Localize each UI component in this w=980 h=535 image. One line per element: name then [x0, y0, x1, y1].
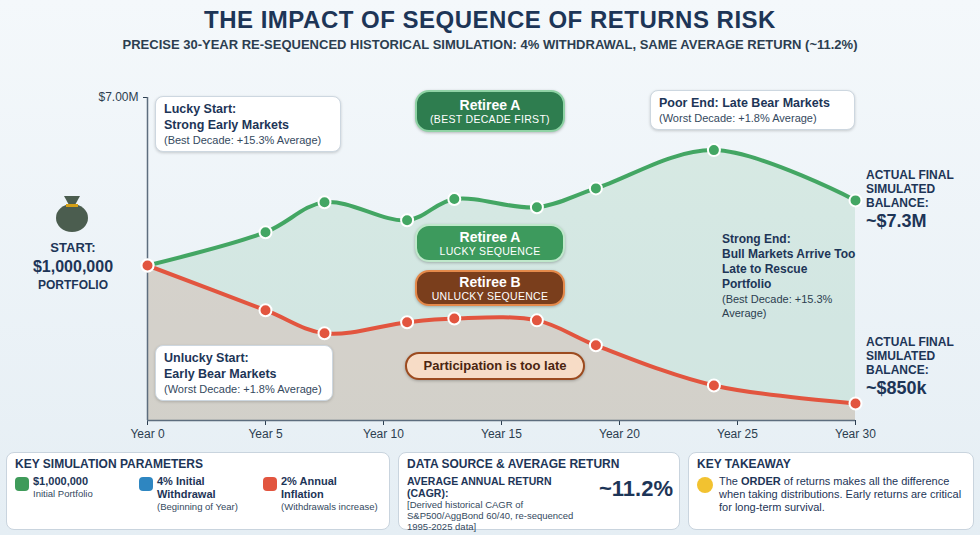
html-text:AVERAGE ANNUAL RETURN (CAGR):: AVERAGE ANNUAL RETURN (CAGR):	[407, 475, 552, 499]
svg-text:Year 25: Year 25	[717, 427, 758, 441]
html-text:Bull Markets Arrive Too Late t: Bull Markets Arrive Too Late to Rescue P…	[722, 247, 856, 291]
html-text:START:: START:	[50, 240, 96, 255]
html-text:Lucky Start:: Lucky Start:	[164, 102, 237, 116]
svg-text:Year 15: Year 15	[481, 427, 522, 441]
svg-text:Year 10: Year 10	[363, 427, 404, 441]
html-text:ACTUAL FINAL SIMULATED BALANCE: ACTUAL FINAL SIMULATED BALANCE:	[866, 168, 954, 210]
html-text:Retiree B: Retiree B	[459, 273, 521, 290]
html-text:Strong Early Markets: Strong Early Markets	[164, 118, 289, 132]
html-text:Retiree A: Retiree A	[459, 228, 521, 245]
html-text:$1,000,000: $1,000,000	[33, 258, 113, 275]
html-text:(BEST DECADE FIRST): (BEST DECADE FIRST)	[430, 112, 550, 125]
html-text:UNLUCKY SEQUENCE: UNLUCKY SEQUENCE	[431, 289, 549, 302]
html-text:~$7.3M: ~$7.3M	[866, 211, 927, 231]
html-text:Poor End: Late Bear Markets: Poor End: Late Bear Markets	[659, 96, 830, 110]
html-text:(Worst Decade: +1.8% Average): (Worst Decade: +1.8% Average)	[659, 112, 817, 124]
svg-text:$7.00M: $7.00M	[98, 90, 138, 104]
html-text:KEY TAKEAWAY: KEY TAKEAWAY	[697, 457, 791, 471]
html-text:LUCKY SEQUENCE: LUCKY SEQUENCE	[439, 244, 541, 257]
svg-text:Year 0: Year 0	[130, 427, 165, 441]
svg-text:Year 5: Year 5	[248, 427, 283, 441]
html-text:(Best Decade: +15.3% Average): (Best Decade: +15.3% Average)	[164, 134, 322, 146]
svg-text:Year 30: Year 30	[835, 427, 876, 441]
html-text:$1,000,000: $1,000,000	[33, 475, 89, 487]
html-text:THE IMPACT OF SEQUENCE OF RETU: THE IMPACT OF SEQUENCE OF RETURNS RISK	[204, 6, 776, 33]
html-text:ACTUAL FINAL SIMULATED BALANCE: ACTUAL FINAL SIMULATED BALANCE:	[866, 335, 954, 377]
html-text:KEY SIMULATION PARAMETERS: KEY SIMULATION PARAMETERS	[15, 457, 203, 471]
html-text:2% Annual Inflation: 2% Annual Inflation	[281, 475, 337, 500]
html-text:Strong End:: Strong End:	[722, 232, 791, 246]
html-text:DATA SOURCE & AVERAGE RETURN: DATA SOURCE & AVERAGE RETURN	[407, 457, 620, 471]
html-text:Participation is too late: Participation is too late	[423, 358, 567, 373]
html-text:Unlucky Start:: Unlucky Start:	[164, 351, 249, 365]
html-text:(Withdrawals increase): (Withdrawals increase)	[281, 501, 378, 512]
html-text:Early Bear Markets: Early Bear Markets	[164, 367, 277, 381]
html-text:~$850k: ~$850k	[866, 378, 927, 398]
html-text:(Best Decade: +15.3% Average): (Best Decade: +15.3% Average)	[722, 293, 833, 319]
html-text:Retiree A: Retiree A	[459, 96, 521, 113]
html-text:PORTFOLIO: PORTFOLIO	[38, 278, 108, 292]
html-text:Initial Portfolio: Initial Portfolio	[33, 488, 93, 499]
html-text:~11.2%: ~11.2%	[599, 476, 673, 501]
svg-text:Year 20: Year 20	[599, 427, 640, 441]
html-text:(Worst Decade: +1.8% Average): (Worst Decade: +1.8% Average)	[164, 383, 322, 395]
html-text:PRECISE 30-YEAR RE-SEQUENCED H: PRECISE 30-YEAR RE-SEQUENCED HISTORICAL …	[122, 37, 858, 52]
html-text:[Derived historical CAGR of S&: [Derived historical CAGR of S&P500/AggBo…	[407, 499, 574, 532]
html-text:4% Initial Withdrawal: 4% Initial Withdrawal	[157, 475, 216, 500]
html-text:The ORDER of returns makes all: The ORDER of returns makes all the diffe…	[719, 475, 962, 513]
html-text:(Beginning of Year): (Beginning of Year)	[157, 501, 238, 512]
